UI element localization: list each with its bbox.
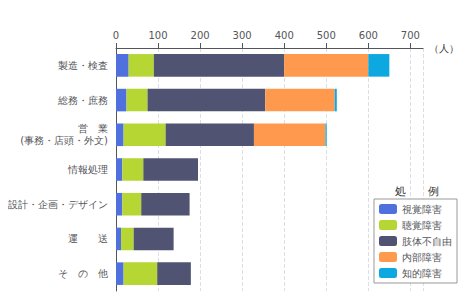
svg-text:製造・検査: 製造・検査 bbox=[58, 60, 108, 71]
svg-text:400: 400 bbox=[275, 30, 294, 41]
svg-text:700: 700 bbox=[401, 30, 420, 41]
svg-text:聴覚障害: 聴覚障害 bbox=[402, 220, 442, 231]
svg-text:100: 100 bbox=[149, 30, 168, 41]
svg-text:肢体不自由: 肢体不自由 bbox=[402, 236, 452, 247]
svg-text:0: 0 bbox=[113, 30, 119, 41]
svg-text:運 送: 運 送 bbox=[68, 233, 108, 244]
svg-text:知的障害: 知的障害 bbox=[402, 268, 442, 279]
svg-text:総務・庶務: 総務・庶務 bbox=[57, 95, 108, 106]
svg-text:そ の 他: そ の 他 bbox=[58, 268, 108, 279]
svg-text:設計・企画・デザイン: 設計・企画・デザイン bbox=[8, 199, 108, 210]
svg-text:内部障害: 内部障害 bbox=[402, 252, 442, 263]
svg-text:600: 600 bbox=[359, 30, 378, 41]
svg-text:視覚障害: 視覚障害 bbox=[402, 204, 442, 215]
svg-text:処 例: 処 例 bbox=[395, 185, 439, 198]
svg-text:(事務・店頭・外文): (事務・店頭・外文) bbox=[20, 135, 108, 146]
svg-text:営 業: 営 業 bbox=[78, 123, 108, 134]
svg-text:300: 300 bbox=[233, 30, 252, 41]
svg-text:情報処理: 情報処理 bbox=[67, 164, 108, 175]
svg-text:500: 500 bbox=[317, 30, 336, 41]
svg-text:（人）: （人） bbox=[429, 43, 459, 54]
svg-text:200: 200 bbox=[191, 30, 210, 41]
